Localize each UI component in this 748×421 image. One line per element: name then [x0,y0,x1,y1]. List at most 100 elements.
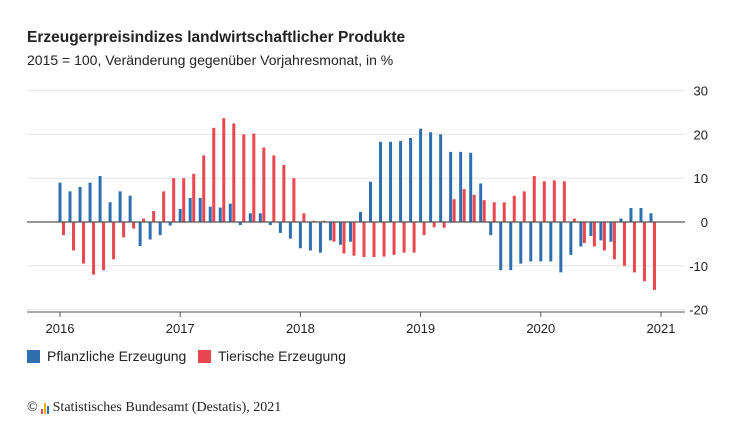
bar-pflanzlich [499,222,503,271]
bar-pflanzlich [58,182,62,222]
bar-pflanzlich [168,222,172,226]
bar-tierisch [562,181,566,222]
bar-pflanzlich [439,134,443,222]
bar-tierisch [342,222,346,254]
x-tick-label: 2019 [406,321,435,336]
bar-pflanzlich [338,222,342,245]
bar-pflanzlich [479,183,483,222]
bar-tierisch [92,222,96,275]
bar-tierisch [362,222,366,258]
bar-tierisch [102,222,106,271]
y-tick-label: 0 [701,215,708,230]
bar-pflanzlich [599,222,603,241]
x-tick-label: 2018 [286,321,315,336]
bar-pflanzlich [549,222,553,262]
bar-tierisch [192,173,196,222]
bar-tierisch [232,123,236,222]
bar-tierisch [82,222,86,264]
bar-tierisch [112,222,116,260]
bar-pflanzlich [248,213,252,222]
bar-pflanzlich [78,186,82,222]
bar-pflanzlich [208,206,212,222]
bar-tierisch [222,118,226,222]
bar-pflanzlich [629,207,633,222]
y-tick-label: 10 [694,171,708,186]
bar-tierisch [282,165,286,222]
bar-tierisch [632,222,636,273]
bar-tierisch [122,222,126,238]
bar-pflanzlich [519,222,523,264]
bar-tierisch [242,134,246,222]
legend-item-pflanzlich: Pflanzliche Erzeugung [27,348,186,364]
bar-tierisch [552,180,556,222]
bar-tierisch [602,222,606,251]
bar-tierisch [512,195,516,222]
bar-tierisch [162,191,166,222]
bar-pflanzlich [68,191,72,222]
bar-tierisch [652,222,656,290]
y-tick-label: -20 [689,303,708,318]
bar-tierisch [132,222,136,229]
bar-tierisch [332,222,336,242]
destatis-logo-icon [40,402,49,414]
bar-tierisch [432,222,436,228]
bar-pflanzlich [619,218,623,222]
bar-pflanzlich [359,211,362,222]
bar-pflanzlich [399,140,403,222]
bar-tierisch [202,155,206,222]
legend-label: Pflanzliche Erzeugung [47,348,187,364]
bar-pflanzlich [419,128,423,222]
bar-pflanzlich [198,197,202,222]
bar-pflanzlich [459,151,463,222]
bar-pflanzlich [298,222,302,249]
bar-pflanzlich [389,141,393,222]
bar-pflanzlich [258,213,262,222]
bar-pflanzlich [639,207,643,222]
bar-pflanzlich [148,222,152,240]
bar-pflanzlich [278,222,282,233]
bar-tierisch [502,202,506,222]
x-tick-label: 2021 [647,321,676,336]
bar-tierisch [532,176,536,222]
bar-tierisch [352,222,356,256]
bar-tierisch [592,222,596,247]
bar-pflanzlich [609,222,613,242]
bar-pflanzlich [178,208,182,222]
copyright-symbol: © [27,400,38,415]
bar-tierisch [422,222,426,236]
bar-pflanzlich [469,152,473,222]
bar-tierisch [492,202,496,222]
bar-tierisch [442,222,446,228]
bar-tierisch [62,222,65,236]
bar-pflanzlich [369,181,373,222]
y-tick-label: -10 [689,259,708,274]
bar-pflanzlich [379,141,383,222]
bar-tierisch [542,181,546,222]
bar-pflanzlich [569,222,573,255]
bar-pflanzlich [188,197,192,222]
bar-tierisch [582,222,586,244]
bar-tierisch [172,178,176,222]
legend-label: Tierische Erzeugung [218,348,346,364]
bar-tierisch [642,222,646,282]
bar-pflanzlich [98,176,102,222]
bar-pflanzlich [539,222,543,262]
chart-subtitle: 2015 = 100, Veränderung gegenüber Vorjah… [27,52,394,68]
bar-pflanzlich [649,213,653,222]
source-text: Statistisches Bundesamt (Destatis), 2021 [52,400,282,415]
source-note: © Statistisches Bundesamt (Destatis), 20… [27,400,281,416]
bar-tierisch [302,213,306,222]
bar-pflanzlich [228,203,232,222]
x-tick-label: 2020 [526,321,555,336]
bar-tierisch [462,189,466,222]
bar-pflanzlich [489,222,493,236]
bar-tierisch [182,178,186,222]
bar-pflanzlich [409,137,413,222]
bar-pflanzlich [218,207,222,222]
bar-pflanzlich [328,222,332,241]
bar-tierisch [252,133,256,222]
bar-pflanzlich [128,195,132,222]
bar-pflanzlich [288,222,292,239]
